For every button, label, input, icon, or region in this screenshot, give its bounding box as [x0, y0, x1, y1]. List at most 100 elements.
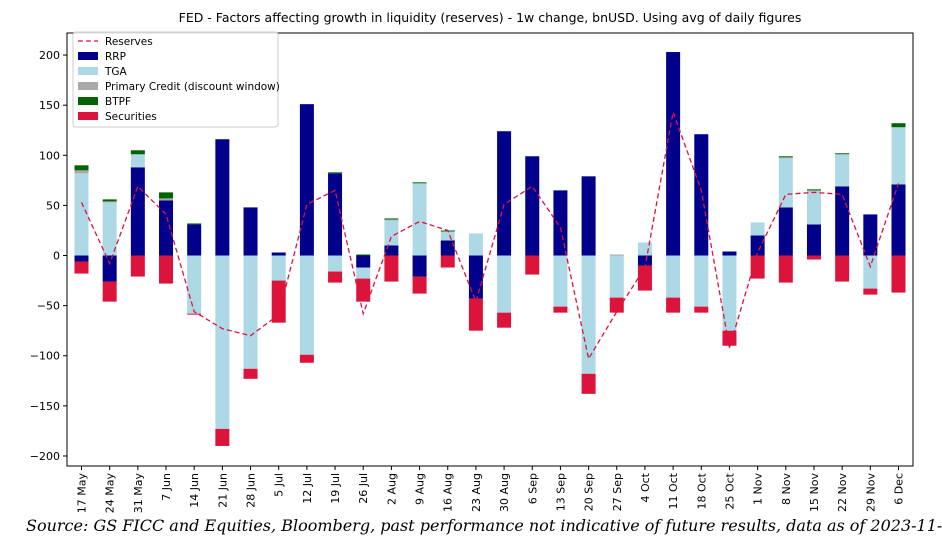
bar-rrp-4-oct	[637, 255, 652, 266]
bar-securities-21-jun	[215, 428, 230, 446]
y-tick-label: −100	[30, 350, 60, 363]
bar-primary-credit-discount-window-24-may	[102, 201, 117, 203]
x-tick-label: 5 Jul	[273, 473, 286, 497]
y-tick-label: −50	[37, 300, 60, 313]
bar-tga-19-jul	[328, 255, 343, 272]
x-tick-label: 6 Sep	[526, 473, 539, 504]
x-tick-label: 2 Aug	[385, 473, 398, 505]
bar-securities-23-aug	[468, 298, 483, 331]
bar-primary-credit-discount-window-8-nov	[778, 157, 793, 159]
y-tick-label: −150	[30, 400, 60, 413]
y-tick-label: −200	[30, 450, 60, 463]
bar-rrp-6-sep	[525, 156, 540, 256]
bar-btpf-31-may	[130, 150, 145, 155]
x-tick-label: 4 Oct	[639, 472, 652, 502]
line-reserves	[80, 109, 900, 361]
legend-label-securities: Securities	[105, 111, 157, 123]
bar-securities-9-aug	[412, 276, 427, 294]
bar-primary-credit-discount-window-7-jun	[159, 198, 174, 201]
bar-securities-5-jul	[271, 280, 286, 323]
bar-securities-16-aug	[440, 255, 455, 268]
bar-rrp-21-jun	[215, 139, 230, 256]
bar-tga-5-jul	[271, 255, 286, 281]
bar-rrp-13-sep	[553, 190, 568, 256]
axis-layer: −200 −150 −100 −50 0 50 100 150 200 17 May 24 May 3…	[30, 32, 914, 513]
x-tick-label: 8 Nov	[780, 473, 793, 505]
bar-securities-18-oct	[694, 306, 709, 313]
bar-securities-20-sep	[581, 373, 596, 394]
bar-tga-17-may	[74, 173, 89, 256]
legend-box	[72, 31, 279, 128]
x-tick-label: 11 Oct	[667, 472, 680, 509]
bar-rrp-17-may	[74, 255, 89, 262]
bar-tga-23-aug	[468, 233, 483, 256]
bar-tga-27-sep	[609, 255, 624, 298]
legend-swatch-rrp	[78, 52, 98, 60]
y-tick-label: 200	[39, 49, 60, 62]
bar-tga-12-jul	[299, 255, 314, 355]
bar-securities-12-jul	[299, 354, 314, 363]
y-tick-label: 150	[39, 99, 60, 112]
bar-btpf-24-may	[102, 199, 117, 202]
bar-rrp-15-nov	[806, 224, 821, 256]
bar-btpf-8-nov	[778, 156, 793, 158]
bar-rrp-22-nov	[835, 186, 850, 256]
legend-swatch-tga	[78, 67, 98, 75]
bar-securities-27-sep	[609, 297, 624, 313]
bar-tga-26-jul	[356, 267, 371, 279]
x-tick-label: 12 Jul	[301, 473, 314, 504]
bar-rrp-23-aug	[468, 255, 483, 299]
bar-tga-2-aug	[384, 220, 399, 246]
bar-tga-22-nov	[835, 154, 850, 187]
bar-rrp-18-oct	[694, 134, 709, 256]
bar-rrp-20-sep	[581, 176, 596, 256]
x-tick-label: 18 Oct	[695, 472, 708, 509]
x-tick-label: 28 Jun	[245, 473, 258, 508]
bar-primary-credit-discount-window-2-aug	[384, 219, 399, 221]
bar-securities-17-may	[74, 261, 89, 274]
bar-tga-15-nov	[806, 191, 821, 225]
bar-btpf-15-nov	[806, 189, 821, 191]
x-tick-label: 15 Nov	[808, 473, 821, 512]
x-tick-label: 22 Nov	[836, 473, 849, 512]
bar-securities-28-jun	[243, 368, 258, 379]
bar-btpf-26-jul	[356, 254, 371, 256]
bars-layer	[74, 52, 906, 446]
x-tick-label: 19 Jul	[329, 473, 342, 504]
bar-rrp-26-jul	[356, 255, 371, 268]
bar-tga-1-nov	[750, 222, 765, 236]
bar-securities-22-nov	[835, 255, 850, 282]
x-tick-label: 29 Nov	[864, 473, 877, 512]
x-tick-label: 25 Oct	[723, 472, 736, 509]
x-tick-label: 23 Aug	[470, 473, 483, 512]
legend-label-reserves: Reserves	[105, 36, 153, 48]
legend-label-primary-credit-discount-window: Primary Credit (discount window)	[105, 81, 280, 93]
x-tick-label: 27 Sep	[611, 473, 624, 511]
bar-btpf-14-jun	[187, 223, 202, 225]
bar-rrp-11-oct	[666, 52, 681, 256]
bar-tga-4-oct	[637, 242, 652, 256]
bar-rrp-25-oct	[722, 251, 737, 256]
bar-tga-20-sep	[581, 255, 596, 374]
bar-tga-28-jun	[243, 255, 258, 369]
bar-tga-31-may	[130, 154, 145, 168]
bar-rrp-29-nov	[863, 214, 878, 256]
bar-tga-14-jun	[187, 255, 202, 314]
y-tick-label: 0	[53, 250, 60, 263]
x-tick-label: 14 Jun	[188, 473, 201, 508]
bar-rrp-14-jun	[187, 224, 202, 256]
bar-rrp-7-jun	[159, 200, 174, 256]
bar-securities-13-sep	[553, 306, 568, 313]
bar-rrp-24-may	[102, 255, 117, 282]
bar-tga-21-jun	[215, 255, 230, 429]
x-tick-label: 13 Sep	[554, 473, 567, 511]
x-tick-label: 30 Aug	[498, 473, 511, 512]
bar-securities-30-aug	[497, 312, 512, 328]
reserves-line-layer	[80, 109, 900, 361]
y-tick-label: 100	[39, 149, 60, 162]
bar-securities-8-nov	[778, 255, 793, 283]
legend-swatch-primary-credit-discount-window	[78, 82, 98, 90]
bar-securities-6-sep	[525, 255, 540, 275]
legend-label-tga: TGA	[104, 66, 128, 78]
bar-securities-29-nov	[863, 288, 878, 295]
